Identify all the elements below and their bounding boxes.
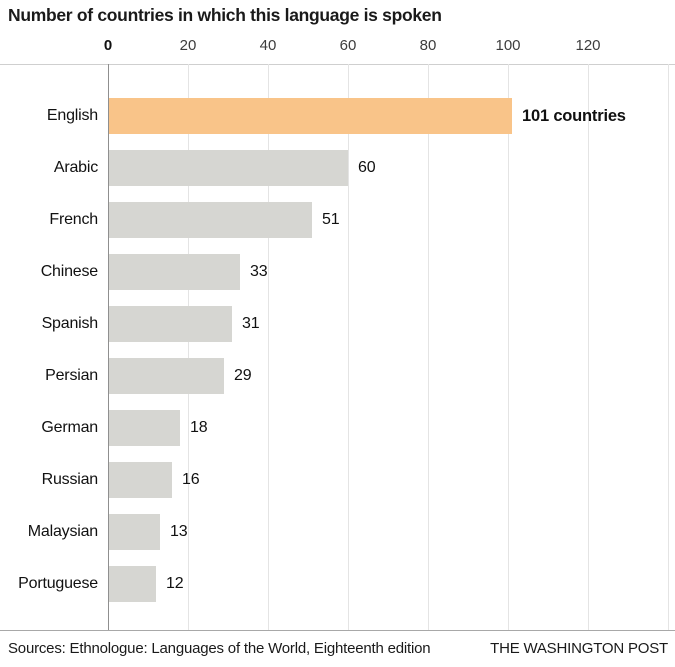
axis-line [108, 64, 109, 630]
category-label: Portuguese [18, 575, 98, 592]
axis-tick-label: 80 [419, 37, 437, 54]
gridline [668, 64, 669, 630]
bar-row: French 51 [0, 202, 675, 238]
category-label: French [49, 211, 98, 228]
gridline [588, 64, 589, 630]
category-label: Arabic [53, 159, 98, 176]
bar [109, 98, 512, 134]
bar [109, 202, 312, 238]
bottom-rule [0, 630, 675, 631]
top-rule [0, 64, 675, 65]
gridline [268, 64, 269, 630]
chart-title: Number of countries in which this langua… [8, 5, 442, 25]
value-label: 29 [234, 367, 252, 384]
plot-area: English 101 countries Arabic 60 French 51 Chin… [0, 64, 675, 630]
value-label: 16 [182, 471, 200, 488]
axis-tick-label: 40 [259, 37, 277, 54]
bar [109, 566, 156, 602]
value-label: 18 [190, 419, 208, 436]
category-label: Persian [45, 367, 98, 384]
axis-tick-label: 60 [339, 37, 357, 54]
value-label: 33 [250, 263, 268, 280]
publisher-credit: THE WASHINGTON POST [490, 640, 668, 657]
value-label: 13 [170, 523, 188, 540]
gridline [508, 64, 509, 630]
bar-row: English 101 countries [0, 98, 675, 134]
bar-row: Spanish 31 [0, 306, 675, 342]
bar [109, 462, 172, 498]
value-label: 60 [358, 159, 376, 176]
category-label: English [46, 107, 98, 124]
gridline [188, 64, 189, 630]
bar [109, 306, 232, 342]
bar-row: Russian 16 [0, 462, 675, 498]
bar-row: Portuguese 12 [0, 566, 675, 602]
category-label: German [41, 419, 98, 436]
bar-row: Persian 29 [0, 358, 675, 394]
axis-tick-label: 100 [495, 37, 521, 54]
bar [109, 150, 348, 186]
category-label: Malaysian [27, 523, 98, 540]
value-label: 101 countries [522, 107, 626, 125]
bar [109, 514, 160, 550]
bar-row: German 18 [0, 410, 675, 446]
axis-tick-label: 0 [103, 37, 113, 54]
value-label: 12 [166, 575, 184, 592]
gridline [428, 64, 429, 630]
category-label: Chinese [40, 263, 99, 280]
bar-row: Malaysian 13 [0, 514, 675, 550]
category-label: Spanish [41, 315, 99, 332]
value-label: 51 [322, 211, 340, 228]
bar [109, 410, 180, 446]
bar [109, 358, 224, 394]
category-label: Russian [41, 471, 99, 488]
gridline [348, 64, 349, 630]
bar-row: Chinese 33 [0, 254, 675, 290]
bar-row: Arabic 60 [0, 150, 675, 186]
footer: Sources: Ethnologue: Languages of the Wo… [8, 640, 668, 657]
value-label: 31 [242, 315, 260, 332]
axis-tick-label: 20 [179, 37, 197, 54]
bar [109, 254, 240, 290]
source-text: Sources: Ethnologue: Languages of the Wo… [8, 640, 431, 657]
axis-tick-label: 120 [575, 37, 601, 54]
